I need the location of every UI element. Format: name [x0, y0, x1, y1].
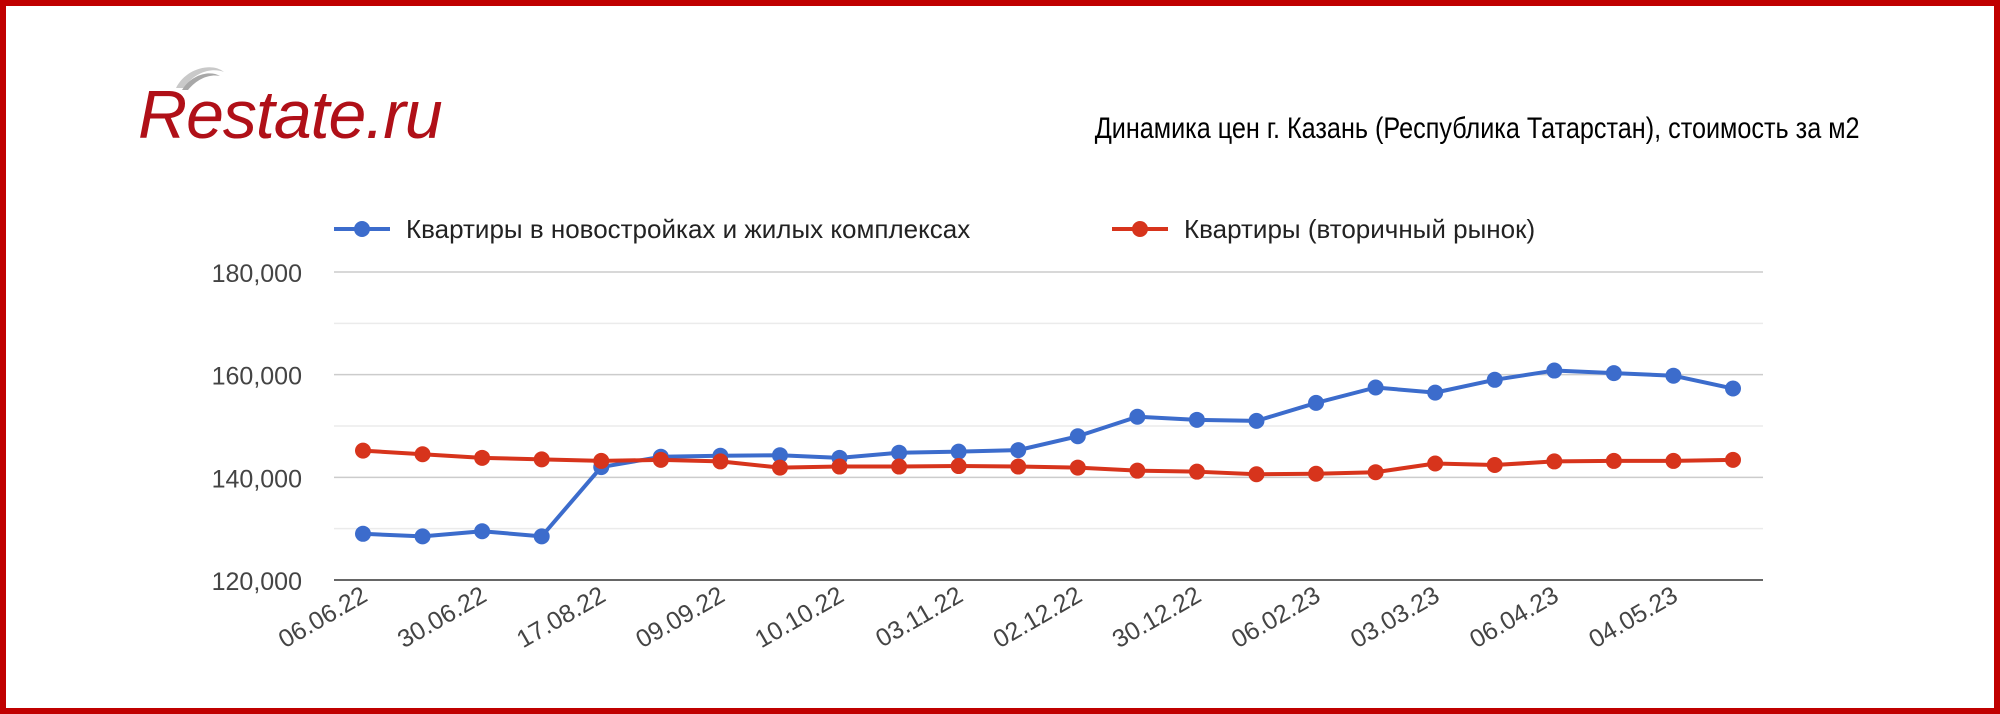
series-2-point [652, 451, 669, 468]
legend-marker-2 [1132, 221, 1148, 237]
series-2-point [1069, 459, 1086, 476]
series-2-point [1486, 457, 1503, 474]
y-tick-label: 180,000 [212, 260, 302, 288]
y-tick-label: 140,000 [212, 465, 302, 493]
series-1-point [1367, 379, 1384, 396]
x-tick-label: 09.09.22 [631, 581, 729, 654]
series-1-point [1129, 408, 1146, 425]
series-2-point [474, 449, 491, 466]
series-1-point [1665, 367, 1682, 384]
series-2-point [831, 458, 848, 475]
series-2-point [891, 458, 908, 475]
series-2-point [950, 458, 967, 475]
series-1-point [533, 528, 550, 545]
series-1-point [771, 447, 788, 464]
series-1-point [1486, 371, 1503, 388]
x-tick-label: 17.08.22 [512, 581, 610, 654]
series-line-2 [361, 448, 1735, 477]
series-1-point [950, 443, 967, 460]
series-2-point [1248, 466, 1265, 483]
series-1-point [1605, 365, 1622, 382]
x-tick-label: 06.02.23 [1227, 581, 1325, 654]
series-2-point [1546, 453, 1563, 470]
legend-label-2: Квартиры (вторичный рынок) [1184, 214, 1535, 244]
series-1-point [1188, 411, 1205, 428]
legend-label-1: Квартиры в новостройках и жилых комплекс… [406, 214, 970, 244]
x-tick-label: 03.03.23 [1346, 581, 1444, 654]
series-1-point [1725, 380, 1741, 397]
series-1-point [1248, 412, 1265, 429]
logo-text: Restate.ru [138, 77, 443, 153]
series-1-point [1069, 428, 1086, 445]
y-tick-label: 120,000 [212, 568, 302, 596]
restate-logo[interactable]: Restate.ru [138, 62, 478, 162]
x-tick-label: 03.11.22 [871, 581, 968, 653]
series-2-point [533, 451, 550, 468]
series-2-point [771, 459, 788, 476]
series-2-point [1129, 462, 1146, 479]
series-1-point [355, 525, 371, 542]
series-line-1 [361, 368, 1735, 539]
series-2-point [355, 442, 371, 459]
series-1-point [1308, 394, 1325, 411]
x-tick-label: 06.04.23 [1465, 581, 1563, 654]
series-2-point [1010, 458, 1027, 475]
series-1-point [474, 523, 491, 540]
series-1-point [414, 528, 431, 545]
y-tick-label: 160,000 [212, 363, 302, 391]
series-2-point [1725, 451, 1741, 468]
legend-marker-1 [354, 221, 370, 237]
x-tick-label: 02.12.22 [988, 581, 1086, 654]
series-2-point [1427, 455, 1444, 472]
series-1-point [1010, 442, 1027, 459]
series-2-point [414, 446, 431, 463]
series-2-point [1308, 465, 1325, 482]
series-2-point [1665, 452, 1682, 469]
series-2-point [1188, 463, 1205, 480]
x-tick-label: 04.05.23 [1584, 581, 1682, 654]
x-tick-label: 30.12.22 [1108, 581, 1206, 654]
x-tick-label: 10.10.22 [750, 581, 848, 654]
series-1-point [1427, 384, 1444, 401]
x-tick-label: 30.06.22 [393, 581, 491, 654]
series-2-point [1605, 452, 1622, 469]
series-2-point [1367, 464, 1384, 481]
series-2-point [593, 452, 610, 469]
series-2-point [712, 453, 729, 470]
page-title: Динамика цен г. Казань (Республика Татар… [1095, 112, 1860, 145]
logo-swoosh-icon [176, 67, 224, 90]
series-1-point [891, 444, 908, 461]
series-1-point [1546, 362, 1563, 379]
